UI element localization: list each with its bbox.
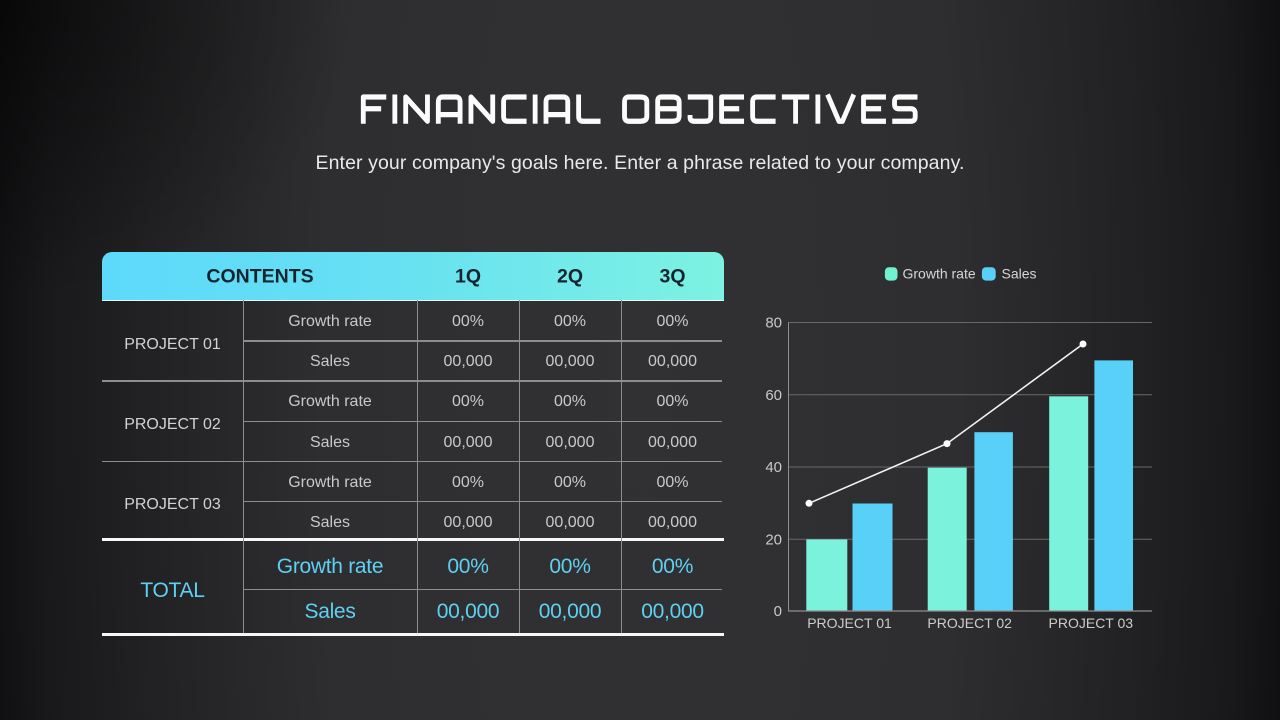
svg-text:0: 0 bbox=[774, 603, 782, 620]
svg-text:80: 80 bbox=[765, 315, 782, 332]
svg-text:60: 60 bbox=[765, 387, 782, 404]
svg-text:Sales: Sales bbox=[1002, 266, 1037, 282]
svg-text:40: 40 bbox=[765, 459, 782, 476]
svg-text:PROJECT 02: PROJECT 02 bbox=[927, 615, 1012, 631]
svg-text:PROJECT 03: PROJECT 03 bbox=[1049, 615, 1134, 631]
svg-text:PROJECT 01: PROJECT 01 bbox=[807, 615, 892, 631]
svg-text:Growth rate: Growth rate bbox=[903, 266, 976, 282]
svg-text:20: 20 bbox=[765, 531, 782, 548]
